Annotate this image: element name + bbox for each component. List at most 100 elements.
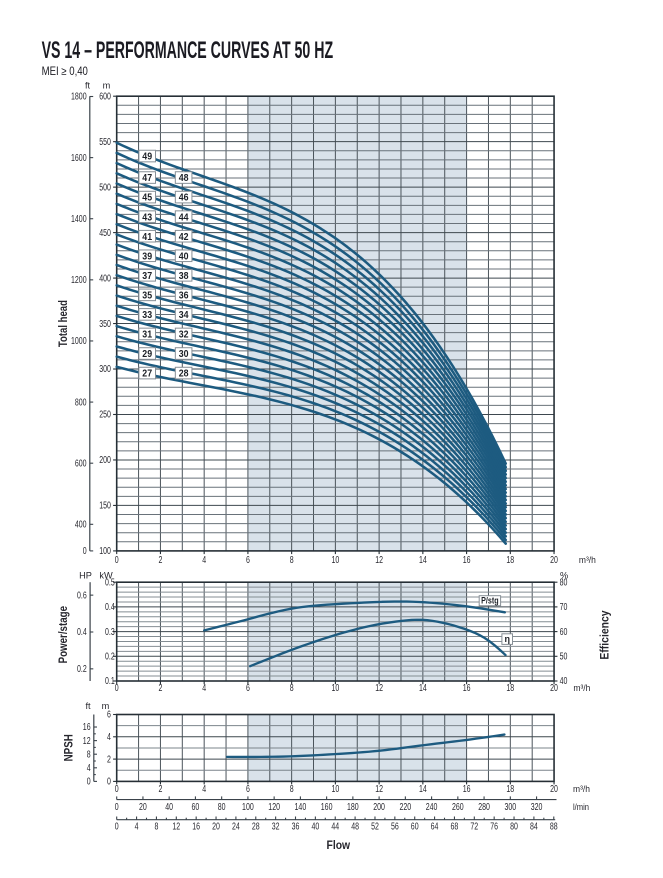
svg-text:80: 80	[560, 577, 568, 588]
svg-text:ft: ft	[85, 701, 91, 711]
svg-text:400: 400	[99, 273, 111, 284]
svg-text:MEI ≥ 0,40: MEI ≥ 0,40	[42, 66, 88, 78]
svg-text:18: 18	[506, 555, 514, 566]
svg-text:12: 12	[375, 683, 383, 694]
svg-text:20: 20	[550, 784, 558, 795]
svg-text:80: 80	[510, 822, 518, 833]
svg-text:2: 2	[107, 754, 111, 765]
svg-text:260: 260	[452, 802, 464, 813]
svg-text:600: 600	[99, 91, 111, 102]
svg-text:48: 48	[179, 173, 189, 184]
svg-text:0.5: 0.5	[105, 577, 115, 588]
svg-text:1600: 1600	[71, 153, 87, 164]
svg-text:39: 39	[142, 251, 152, 262]
svg-text:48: 48	[351, 822, 359, 833]
svg-text:180: 180	[347, 802, 359, 813]
svg-text:84: 84	[530, 822, 538, 833]
svg-text:43: 43	[142, 212, 152, 223]
svg-text:36: 36	[292, 822, 300, 833]
svg-text:0.4: 0.4	[105, 602, 115, 613]
svg-text:72: 72	[470, 822, 478, 833]
svg-text:80: 80	[218, 802, 226, 813]
svg-text:550: 550	[99, 137, 111, 148]
svg-text:47: 47	[142, 173, 152, 184]
svg-text:300: 300	[99, 364, 111, 375]
svg-text:20: 20	[139, 802, 147, 813]
svg-text:18: 18	[506, 683, 514, 694]
svg-text:41: 41	[142, 232, 152, 243]
svg-text:350: 350	[99, 319, 111, 330]
svg-text:m: m	[102, 701, 110, 711]
svg-text:40: 40	[560, 676, 568, 687]
svg-text:52: 52	[371, 822, 379, 833]
svg-text:250: 250	[99, 410, 111, 421]
svg-text:800: 800	[75, 397, 87, 408]
svg-text:Total head: Total head	[56, 300, 70, 347]
svg-text:VS 14 – PERFORMANCE CURVES AT: VS 14 – PERFORMANCE CURVES AT 50 HZ	[42, 38, 334, 64]
svg-text:8: 8	[87, 749, 91, 760]
svg-text:4: 4	[135, 822, 139, 833]
svg-text:4: 4	[202, 555, 206, 566]
svg-text:600: 600	[75, 458, 87, 469]
svg-text:10: 10	[331, 683, 339, 694]
svg-text:76: 76	[490, 822, 498, 833]
svg-text:300: 300	[504, 802, 516, 813]
svg-text:1200: 1200	[71, 275, 87, 286]
svg-text:30: 30	[179, 349, 189, 360]
svg-text:%: %	[560, 571, 568, 581]
svg-text:34: 34	[179, 310, 189, 321]
svg-text:50: 50	[560, 652, 568, 663]
svg-text:16: 16	[463, 683, 471, 694]
svg-text:6: 6	[246, 683, 250, 694]
svg-text:100: 100	[242, 802, 254, 813]
svg-text:m³/h: m³/h	[573, 784, 590, 794]
svg-text:12: 12	[375, 555, 383, 566]
svg-text:38: 38	[179, 271, 189, 282]
svg-text:6: 6	[107, 710, 111, 721]
svg-text:1000: 1000	[71, 336, 87, 347]
svg-text:16: 16	[83, 722, 91, 733]
svg-text:160: 160	[321, 802, 333, 813]
svg-text:18: 18	[506, 784, 514, 795]
svg-text:27: 27	[142, 369, 152, 380]
svg-text:η: η	[504, 634, 510, 644]
svg-text:6: 6	[246, 784, 250, 795]
svg-text:36: 36	[179, 290, 189, 301]
svg-text:8: 8	[290, 555, 294, 566]
svg-text:Efficiency: Efficiency	[598, 610, 612, 659]
svg-text:150: 150	[99, 501, 111, 512]
svg-text:44: 44	[331, 822, 339, 833]
svg-text:31: 31	[142, 330, 152, 341]
svg-text:12: 12	[375, 784, 383, 795]
svg-text:kW: kW	[99, 571, 113, 581]
svg-text:60: 60	[192, 802, 200, 813]
svg-text:P/stg: P/stg	[481, 596, 499, 606]
svg-text:0.2: 0.2	[105, 652, 115, 663]
svg-text:l/min: l/min	[573, 802, 589, 812]
svg-text:14: 14	[419, 555, 427, 566]
svg-text:0.4: 0.4	[77, 627, 87, 638]
svg-text:40: 40	[311, 822, 319, 833]
svg-text:200: 200	[373, 802, 385, 813]
svg-text:32: 32	[272, 822, 280, 833]
svg-text:500: 500	[99, 182, 111, 193]
svg-text:28: 28	[252, 822, 260, 833]
svg-text:10: 10	[331, 555, 339, 566]
svg-text:70: 70	[560, 602, 568, 613]
svg-text:0: 0	[115, 683, 119, 694]
svg-text:20: 20	[550, 683, 558, 694]
svg-text:0.3: 0.3	[105, 627, 115, 638]
svg-text:4: 4	[107, 732, 111, 743]
svg-text:60: 60	[560, 627, 568, 638]
svg-text:0: 0	[107, 777, 111, 788]
svg-text:0: 0	[115, 555, 119, 566]
svg-text:12: 12	[172, 822, 180, 833]
svg-text:200: 200	[99, 455, 111, 466]
svg-text:m³/h: m³/h	[573, 683, 590, 693]
svg-text:8: 8	[154, 822, 158, 833]
svg-text:88: 88	[550, 822, 558, 833]
svg-text:4: 4	[87, 763, 91, 774]
svg-text:0: 0	[115, 784, 119, 795]
svg-text:40: 40	[179, 251, 189, 262]
svg-text:49: 49	[142, 152, 152, 163]
